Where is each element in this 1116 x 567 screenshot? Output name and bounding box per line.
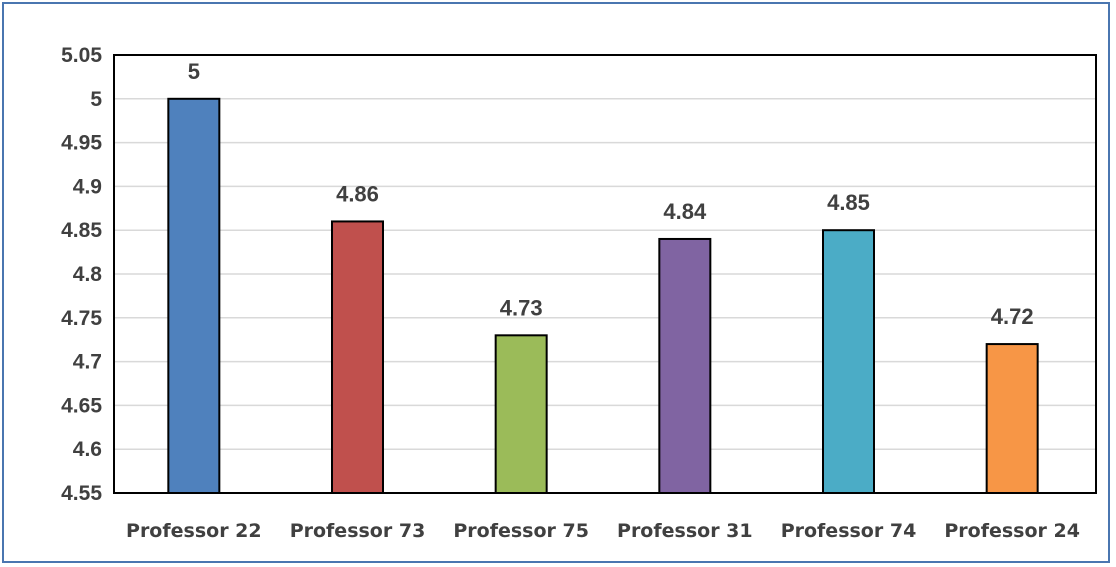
data-label: 4.86 [336, 181, 379, 206]
bar-professor-73 [331, 220, 384, 494]
x-category-label: Professor 24 [944, 520, 1080, 542]
y-tick-label: 4.7 [73, 351, 102, 374]
x-axis-categories: Professor 22 Professor 73 Professor 75 Prof… [126, 520, 1080, 542]
bar-professor-31 [658, 237, 712, 494]
y-tick-label: 4.75 [61, 307, 102, 330]
y-tick-label: 4.65 [61, 394, 102, 417]
data-label: 4.85 [827, 190, 870, 215]
gridlines [114, 98, 1096, 450]
data-label: 5 [188, 59, 200, 84]
y-tick-label: 5.05 [61, 44, 102, 67]
data-labels: 5 4.86 4.73 4.84 4.85 4.72 [188, 59, 1034, 329]
data-label: 4.73 [500, 295, 543, 320]
y-axis-ticks: 4.55 4.6 4.65 4.7 4.75 4.8 4.85 4.9 4.95 5 5.05 [61, 44, 102, 505]
x-category-label: Professor 31 [617, 520, 753, 542]
y-tick-label: 4.55 [61, 482, 102, 505]
x-category-label: Professor 22 [126, 520, 262, 542]
bar-professor-75 [494, 334, 548, 494]
plot-area-border [113, 54, 1097, 494]
bar-professor-24 [985, 343, 1039, 494]
x-category-label: Professor 75 [453, 520, 589, 542]
x-category-label: Professor 73 [290, 520, 426, 542]
y-tick-label: 4.85 [61, 219, 102, 242]
y-tick-label: 4.8 [73, 263, 103, 286]
x-category-label: Professor 74 [781, 520, 917, 542]
bar-professor-74 [822, 229, 875, 494]
y-tick-label: 4.95 [61, 132, 102, 155]
data-label: 4.84 [663, 199, 707, 224]
bars [167, 97, 1039, 495]
y-tick-label: 4.6 [73, 438, 102, 461]
data-label: 4.72 [991, 304, 1034, 329]
y-tick-label: 5 [90, 88, 102, 111]
bar-professor-22 [167, 97, 221, 495]
y-tick-label: 4.9 [73, 175, 102, 198]
